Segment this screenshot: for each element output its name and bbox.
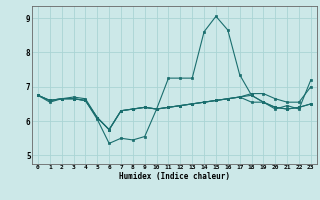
X-axis label: Humidex (Indice chaleur): Humidex (Indice chaleur) bbox=[119, 172, 230, 181]
